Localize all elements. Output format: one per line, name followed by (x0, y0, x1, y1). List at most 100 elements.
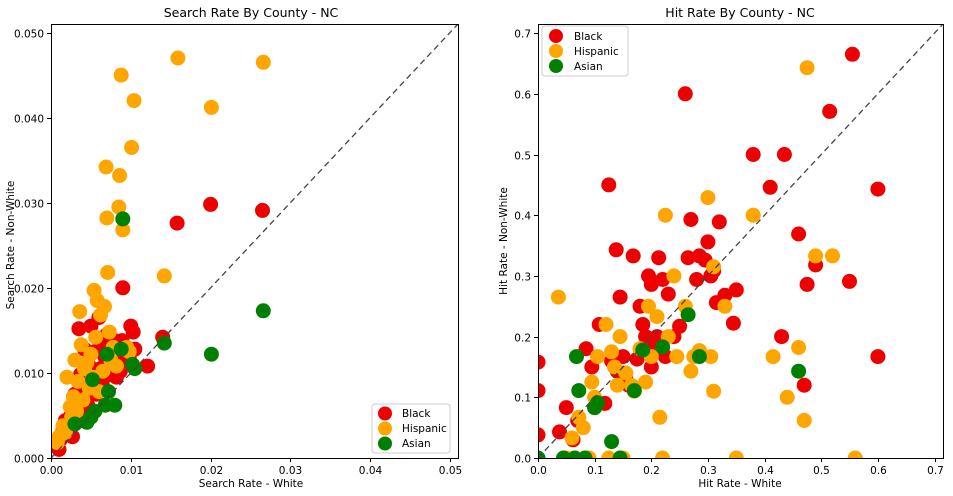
point-black (538, 354, 546, 370)
point-black (700, 234, 716, 250)
point-hispanic (745, 207, 761, 223)
point-black (625, 248, 641, 264)
point-hispanic (808, 248, 824, 264)
y-tick-label: 0.040 (14, 114, 44, 126)
x-tick-label: 0.1 (587, 465, 604, 477)
point-black (677, 86, 693, 102)
point-hispanic (255, 54, 271, 70)
point-black (762, 179, 778, 195)
point-hispanic (607, 359, 622, 375)
point-hispanic (655, 450, 671, 458)
point-black (140, 358, 156, 374)
point-hispanic (550, 289, 566, 305)
point-asian (569, 349, 584, 365)
point-hispanic (115, 222, 131, 238)
legend-label-black: Black (574, 31, 603, 43)
legend-marker-asian (378, 436, 392, 451)
point-black (822, 103, 838, 119)
point-hispanic (99, 210, 115, 226)
y-tick-label: 0.010 (14, 369, 44, 381)
point-hispanic (799, 60, 815, 76)
point-black (842, 273, 857, 289)
y-tick-label: 0.3 (514, 272, 531, 284)
plot-frame (538, 24, 944, 459)
point-hispanic (700, 190, 716, 206)
point-asian (791, 363, 807, 379)
x-tick-label: 0.0 (530, 465, 547, 477)
point-black (745, 147, 761, 162)
point-asian (85, 372, 100, 388)
point-hispanic (601, 450, 617, 458)
point-hispanic (641, 298, 656, 314)
point-hispanic (683, 363, 699, 379)
hit-rate-chart: Hit Rate By County - NC 0.0 0.1 0.2 0.3 0.4 0… (498, 5, 944, 490)
legend-marker-hispanic (378, 421, 392, 436)
point-black (71, 321, 87, 337)
point-black (680, 250, 696, 266)
point-hispanic (156, 268, 172, 284)
y-tick-label: 0.030 (14, 199, 44, 211)
point-hispanic (113, 67, 129, 83)
point-asian (577, 450, 593, 458)
point-asian (115, 211, 131, 227)
legend-label-asian: Asian (574, 61, 603, 73)
point-hispanic (703, 349, 719, 365)
point-black (169, 215, 185, 231)
x-tick-label: 0.03 (279, 465, 302, 477)
point-black (203, 196, 219, 212)
point-hispanic (612, 329, 628, 345)
point-hispanic (88, 329, 104, 345)
point-hispanic (98, 159, 114, 175)
plot-frame (51, 24, 459, 459)
point-asian (626, 383, 642, 399)
diagonal-reference-line (51, 24, 458, 458)
point-hispanic (796, 412, 812, 428)
point-black (774, 329, 790, 345)
point-hispanic (75, 392, 91, 408)
point-hispanic (765, 349, 781, 365)
point-black (643, 276, 659, 292)
point-hispanic (669, 349, 685, 365)
point-asian (604, 434, 620, 450)
y-tick-label: 0.000 (14, 454, 44, 466)
x-tick-label: 0.4 (757, 465, 774, 477)
chart-title: Search Rate By County - NC (164, 5, 339, 20)
y-tick-label: 0.2 (514, 333, 531, 345)
point-hispanic (112, 168, 128, 183)
point-hispanic (657, 207, 673, 223)
y-axis-label: Search Rate - Non-White (5, 181, 17, 310)
point-hispanic (70, 373, 86, 389)
x-tick-label: 0.5 (813, 465, 830, 477)
y-tick-label: 0.0 (514, 454, 531, 466)
point-hispanic (609, 377, 625, 393)
y-tick-label: 0.4 (514, 211, 531, 223)
x-tick-label: 0.04 (359, 465, 383, 477)
point-hispanic (706, 259, 722, 275)
point-asian (113, 341, 129, 357)
point-hispanic (598, 317, 614, 332)
point-hispanic (124, 139, 140, 155)
point-hispanic (97, 299, 112, 314)
point-black (601, 177, 617, 193)
point-black (672, 318, 688, 334)
y-tick-label: 0.050 (14, 29, 44, 41)
y-tick-label: 0.5 (514, 151, 531, 163)
x-tick-label: 0.3 (700, 465, 717, 477)
point-hispanic (652, 409, 668, 425)
point-black (615, 349, 631, 365)
point-black (538, 383, 546, 399)
point-asian (556, 450, 571, 458)
point-black (689, 272, 705, 287)
y-tick-label: 0.7 (514, 29, 531, 41)
point-hispanic (847, 450, 863, 458)
point-black (791, 226, 807, 242)
x-tick-label: 0.00 (40, 465, 63, 477)
point-black (538, 427, 546, 443)
x-tick-label: 0.05 (439, 465, 462, 477)
point-hispanic (83, 346, 99, 362)
x-tick-label: 0.02 (200, 465, 223, 477)
point-asian (612, 450, 628, 458)
point-hispanic (590, 349, 605, 365)
point-hispanic (728, 450, 744, 458)
point-hispanic (170, 50, 186, 66)
